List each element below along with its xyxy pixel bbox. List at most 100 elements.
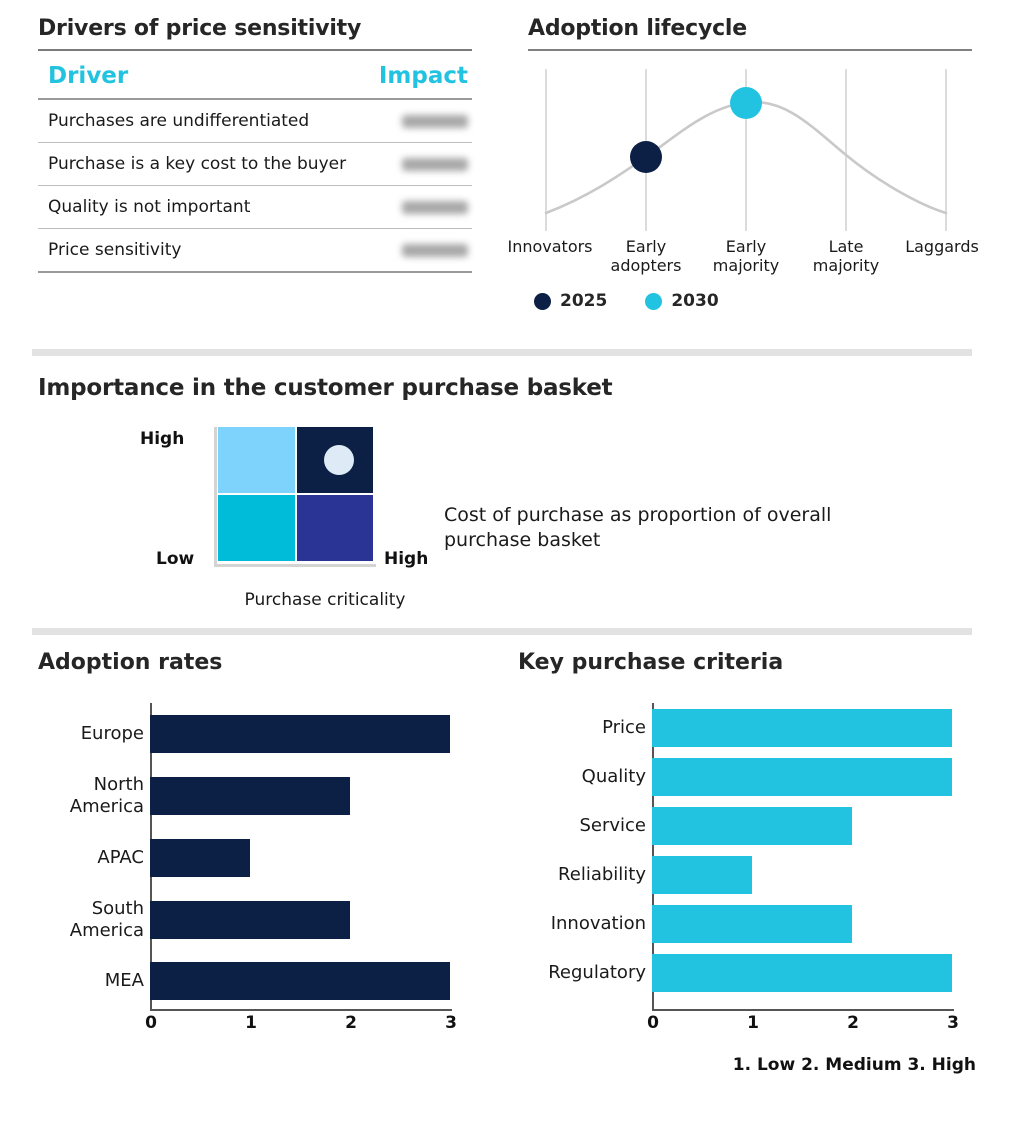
table-row[interactable]: Quality is not important [38,185,472,229]
drivers-title-rule [38,49,472,51]
criteria-x-ticks: 0 1 2 3 [518,1011,988,1037]
bar-row-service[interactable]: Service [518,801,988,850]
cell-driver: Purchase is a key cost to the buyer [38,142,364,186]
position-marker-icon [323,445,354,475]
axis-label-early-adopters: Early adopters [610,237,682,275]
bar-value-north-america [150,777,350,815]
criteria-footnote: 1. Low 2. Medium 3. High [732,1055,976,1075]
bar-value-innovation [652,904,852,943]
cell-impact [363,228,472,273]
bar-row-price[interactable]: Price [518,703,988,752]
matrix-x-axis [214,564,376,567]
basket-matrix-row: High Low High Purchase criticality Cost … [38,427,978,622]
legend-item-2030[interactable]: 2030 [645,291,719,311]
bar-row-reliability[interactable]: Reliability [518,850,988,899]
table-row[interactable]: Purchase is a key cost to the buyer [38,142,472,186]
drivers-table-body: Purchases are undifferentiated Purchase … [38,99,472,273]
bar-label-innovation: Innovation [550,912,646,934]
axis-label-late-majority: Late majority [812,237,880,275]
column-header-impact: Impact [363,61,472,100]
section-divider-top [32,349,972,356]
bar-label-price: Price [602,716,646,738]
adoption-rates-panel: Adoption rates Europe North America APAC [38,650,488,1037]
cell-driver: Price sensitivity [38,228,364,273]
cell-impact [363,185,472,229]
tick-1: 1 [747,1013,759,1033]
bar-row-europe[interactable]: Europe [38,703,488,765]
marker-2030[interactable] [730,87,762,119]
legend-swatch-2030-icon [645,292,663,310]
bar-row-quality[interactable]: Quality [518,752,988,801]
lifecycle-panel: Adoption lifecycle Innovators Early adop… [507,16,978,311]
bar-value-mea [150,962,450,1000]
lifecycle-panel-title: Adoption lifecycle [528,16,747,41]
bar-label-service: Service [579,814,646,836]
bar-value-regulatory [652,953,952,992]
bar-label-regulatory: Regulatory [548,961,646,983]
lifecycle-svg [544,69,948,231]
adoption-x-ticks: 0 1 2 3 [38,1011,488,1037]
redacted-value-icon [402,157,468,171]
quadrant-bottom-left[interactable] [218,495,295,561]
matrix-y-axis [214,427,217,567]
basket-panel-title: Importance in the customer purchase bask… [38,375,613,401]
basket-panel: Importance in the customer purchase bask… [38,375,978,622]
bar-label-quality: Quality [581,765,646,787]
criteria-plot: Price Quality Service Reliability Innova… [518,703,988,1011]
lifecycle-legend: 2025 2030 [528,291,972,311]
bar-value-price [652,708,952,747]
bar-value-europe [150,715,450,753]
adoption-rates-title: Adoption rates [38,650,223,675]
legend-label-2025: 2025 [560,291,608,311]
bar-value-reliability [652,855,752,894]
column-header-driver: Driver [38,61,364,100]
bar-row-apac[interactable]: APAC [38,827,488,889]
section-divider-bottom [32,628,972,635]
bar-label-apac: APAC [97,847,144,868]
marker-2025[interactable] [630,141,662,173]
tick-3: 3 [445,1013,457,1033]
tick-0: 0 [145,1013,157,1033]
lifecycle-title-rule [528,49,972,51]
drivers-panel-title: Drivers of price sensitivity [38,16,362,41]
cell-impact [363,99,472,143]
basket-matrix: High Low High Purchase criticality [140,427,428,610]
bar-row-north-america[interactable]: North America [38,765,488,827]
tick-2: 2 [345,1013,357,1033]
cell-impact [363,142,472,186]
bar-row-south-america[interactable]: South America [38,889,488,951]
table-header-row: Driver Impact [38,61,472,100]
quadrant-bottom-right[interactable] [296,495,373,561]
quadrant-top-left[interactable] [218,427,295,493]
adoption-rates-plot: Europe North America APAC South America … [38,703,488,1011]
matrix-y-label-low: Low [156,549,195,569]
matrix-x-axis-title: Purchase criticality [244,590,406,610]
table-row[interactable]: Price sensitivity [38,228,472,273]
bar-label-south-america: South America [69,898,144,941]
tick-0: 0 [647,1013,659,1033]
lifecycle-axis-labels: Innovators Early adopters Early majority… [507,237,978,285]
basket-note: Cost of purchase as proportion of overal… [444,504,832,551]
quadrant-top-right[interactable] [296,427,373,493]
bar-label-north-america: North America [69,774,144,817]
drivers-table: Driver Impact Purchases are undifferenti… [38,61,472,273]
bar-row-regulatory[interactable]: Regulatory [518,948,988,997]
bar-row-innovation[interactable]: Innovation [518,899,988,948]
bar-label-europe: Europe [80,723,144,744]
bar-row-mea[interactable]: MEA [38,951,488,1011]
bar-label-reliability: Reliability [558,863,646,885]
matrix-quadrants [218,427,373,561]
key-purchase-criteria-panel: Key purchase criteria Price Quality Serv… [518,650,988,1075]
lifecycle-chart [528,65,972,235]
bar-value-service [652,806,852,845]
tick-1: 1 [245,1013,257,1033]
matrix-y-label-high: High [140,429,185,449]
adoption-x-axis [150,1009,452,1011]
legend-item-2025[interactable]: 2025 [534,291,607,311]
key-purchase-criteria-title: Key purchase criteria [518,650,784,675]
table-row[interactable]: Purchases are undifferentiated [38,99,472,143]
drivers-table-head: Driver Impact [38,61,472,100]
cell-driver: Quality is not important [38,185,364,229]
bar-value-south-america [150,901,350,939]
